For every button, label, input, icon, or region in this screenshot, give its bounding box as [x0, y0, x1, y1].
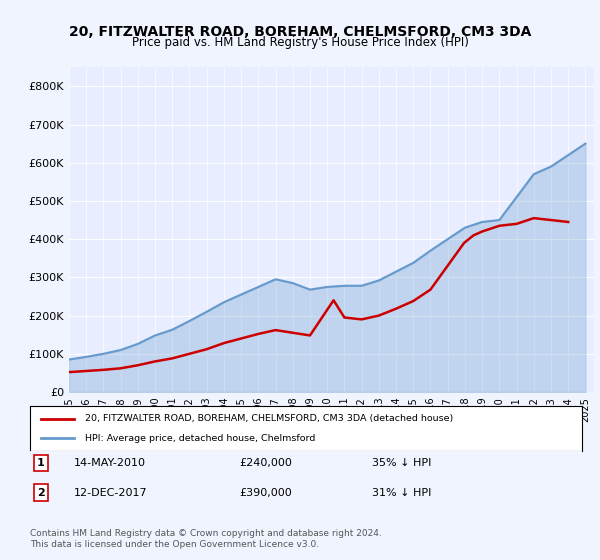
Text: £240,000: £240,000	[240, 458, 293, 468]
Text: 1: 1	[0, 559, 1, 560]
Text: 20, FITZWALTER ROAD, BOREHAM, CHELMSFORD, CM3 3DA (detached house): 20, FITZWALTER ROAD, BOREHAM, CHELMSFORD…	[85, 414, 454, 423]
Text: 14-MAY-2010: 14-MAY-2010	[74, 458, 146, 468]
Text: 31% ↓ HPI: 31% ↓ HPI	[372, 488, 431, 498]
Text: Contains HM Land Registry data © Crown copyright and database right 2024.
This d: Contains HM Land Registry data © Crown c…	[30, 529, 382, 549]
Text: 20, FITZWALTER ROAD, BOREHAM, CHELMSFORD, CM3 3DA: 20, FITZWALTER ROAD, BOREHAM, CHELMSFORD…	[69, 25, 531, 39]
Text: 35% ↓ HPI: 35% ↓ HPI	[372, 458, 431, 468]
Text: 12-DEC-2017: 12-DEC-2017	[74, 488, 148, 498]
Text: 2: 2	[37, 488, 45, 498]
Text: Price paid vs. HM Land Registry's House Price Index (HPI): Price paid vs. HM Land Registry's House …	[131, 36, 469, 49]
Text: 1: 1	[37, 458, 45, 468]
Text: HPI: Average price, detached house, Chelmsford: HPI: Average price, detached house, Chel…	[85, 434, 316, 443]
Text: 2: 2	[0, 559, 1, 560]
Text: £390,000: £390,000	[240, 488, 293, 498]
